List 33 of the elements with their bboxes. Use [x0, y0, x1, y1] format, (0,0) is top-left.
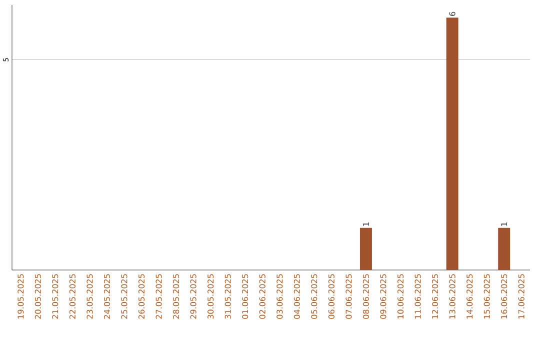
x-tick-label: 08.06.2025 — [362, 274, 369, 319]
x-tick-label: 26.05.2025 — [138, 274, 145, 319]
x-tick-label: 03.06.2025 — [276, 274, 283, 319]
x-tick-label: 14.06.2025 — [466, 274, 473, 318]
x-tick-label: 29.05.2025 — [190, 274, 196, 319]
x-tick-label: 04.06.2025 — [294, 274, 300, 319]
x-tick-label: 09.06.2025 — [380, 274, 386, 319]
x-tick-label: 30.05.2025 — [208, 274, 214, 319]
x-tick-label: 25.05.2025 — [121, 274, 128, 319]
x-tick-label: 11.06.2025 — [414, 274, 421, 318]
x-tick-label: 16.06.2025 — [501, 274, 508, 318]
x-tick-label: 27.05.2025 — [156, 274, 162, 319]
x-tick-label: 23.05.2025 — [86, 274, 93, 319]
data-label: 1 — [501, 222, 508, 226]
x-tick-label: 13.06.2025 — [449, 274, 456, 318]
x-tick-label: 05.06.2025 — [311, 274, 318, 319]
data-label: 6 — [449, 12, 456, 16]
x-tick-label: 31.05.2025 — [224, 274, 231, 319]
x-tick-label: 15.06.2025 — [484, 274, 490, 318]
x-tick-label: 19.05.2025 — [18, 274, 24, 318]
x-tick-label: 21.05.2025 — [52, 274, 58, 319]
x-tick-label: 07.06.2025 — [346, 274, 352, 319]
x-tick-label: 01.06.2025 — [242, 274, 248, 319]
x-tick-label: 22.05.2025 — [69, 274, 76, 319]
data-label: 1 — [363, 222, 369, 226]
x-tick-label: 02.06.2025 — [259, 274, 266, 319]
x-tick-label: 20.05.2025 — [34, 274, 41, 319]
x-tick-label: 12.06.2025 — [432, 274, 438, 318]
x-tick-label: 17.06.2025 — [518, 274, 524, 318]
x-tick-label: 10.06.2025 — [397, 274, 404, 318]
x-tick-label: 28.05.2025 — [173, 274, 180, 319]
x-tick-label: 06.06.2025 — [328, 274, 334, 319]
x-tick-label: 24.05.2025 — [104, 274, 110, 319]
